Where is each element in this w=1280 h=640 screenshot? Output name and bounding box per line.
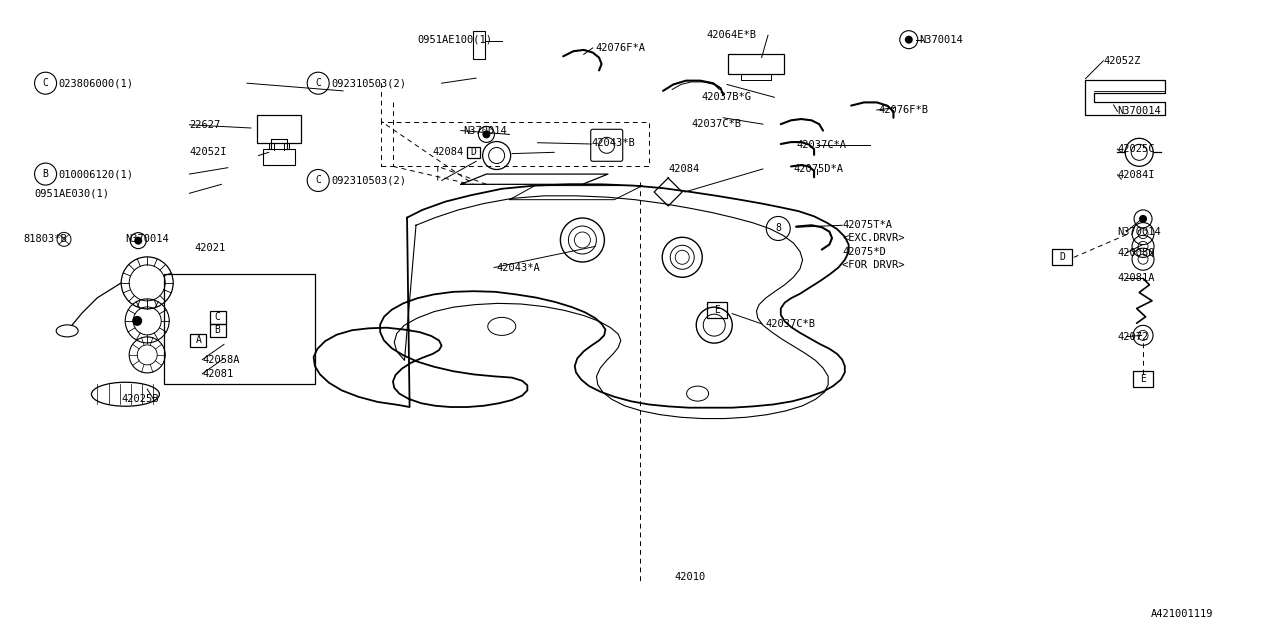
Text: 42084: 42084 bbox=[433, 147, 463, 157]
Text: 42072: 42072 bbox=[1117, 332, 1148, 342]
Text: 0951AE030(1): 0951AE030(1) bbox=[35, 188, 110, 198]
Text: C: C bbox=[315, 78, 321, 88]
Text: 42081: 42081 bbox=[202, 369, 233, 380]
Circle shape bbox=[905, 36, 913, 44]
Text: <EXC.DRVR>: <EXC.DRVR> bbox=[842, 233, 905, 243]
Text: B: B bbox=[215, 325, 220, 335]
Text: 092310503(2): 092310503(2) bbox=[332, 78, 406, 88]
Text: 42058A: 42058A bbox=[202, 355, 239, 365]
Text: 22627: 22627 bbox=[189, 120, 220, 130]
Text: 42037C*B: 42037C*B bbox=[691, 119, 741, 129]
Text: 42084I: 42084I bbox=[1117, 170, 1155, 180]
Text: 42010: 42010 bbox=[675, 572, 705, 582]
Text: C: C bbox=[42, 78, 49, 88]
Text: 42008Q: 42008Q bbox=[1117, 248, 1155, 258]
Text: 42052I: 42052I bbox=[189, 147, 227, 157]
Text: 42075T*A: 42075T*A bbox=[842, 220, 892, 230]
Text: A421001119: A421001119 bbox=[1151, 609, 1213, 620]
Text: B: B bbox=[42, 169, 49, 179]
Text: A: A bbox=[196, 335, 201, 346]
Text: 42043*B: 42043*B bbox=[591, 138, 635, 148]
Text: 0951AE100(1): 0951AE100(1) bbox=[417, 35, 493, 45]
Text: 42081A: 42081A bbox=[1117, 273, 1155, 284]
Text: 092310503(2): 092310503(2) bbox=[332, 175, 406, 186]
Text: D: D bbox=[1060, 252, 1065, 262]
Text: 010006120(1): 010006120(1) bbox=[59, 169, 133, 179]
Text: 42064E*B: 42064E*B bbox=[707, 30, 756, 40]
Text: N370014: N370014 bbox=[1117, 106, 1161, 116]
Text: 42076F*A: 42076F*A bbox=[595, 43, 645, 53]
Text: 81803*B: 81803*B bbox=[23, 234, 67, 244]
Text: N370014: N370014 bbox=[1117, 227, 1161, 237]
Text: 42084: 42084 bbox=[668, 164, 699, 174]
Text: C: C bbox=[315, 175, 321, 186]
Text: 42037C*A: 42037C*A bbox=[796, 140, 846, 150]
Text: N370014: N370014 bbox=[125, 234, 169, 244]
Circle shape bbox=[132, 316, 142, 326]
Text: 42021: 42021 bbox=[195, 243, 225, 253]
Text: 42076F*B: 42076F*B bbox=[878, 105, 928, 115]
Text: 42043*A: 42043*A bbox=[497, 262, 540, 273]
Text: 42075*D: 42075*D bbox=[842, 247, 886, 257]
Text: 42075D*A: 42075D*A bbox=[794, 164, 844, 174]
Text: 42025B: 42025B bbox=[122, 394, 159, 404]
Text: E: E bbox=[714, 305, 719, 316]
Text: E: E bbox=[1140, 374, 1146, 384]
Text: 42052Z: 42052Z bbox=[1103, 56, 1140, 66]
Circle shape bbox=[1139, 215, 1147, 223]
Circle shape bbox=[483, 131, 490, 138]
Circle shape bbox=[134, 237, 142, 244]
Text: C: C bbox=[215, 312, 220, 323]
Text: <FOR DRVR>: <FOR DRVR> bbox=[842, 260, 905, 270]
Text: N370014: N370014 bbox=[919, 35, 963, 45]
Text: 42025C: 42025C bbox=[1117, 144, 1155, 154]
Text: N370014: N370014 bbox=[463, 125, 507, 136]
Text: 42037C*B: 42037C*B bbox=[765, 319, 815, 329]
Text: 8: 8 bbox=[776, 223, 781, 234]
Text: 42037B*G: 42037B*G bbox=[701, 92, 751, 102]
Text: D: D bbox=[471, 147, 476, 157]
Text: 023806000(1): 023806000(1) bbox=[59, 78, 133, 88]
